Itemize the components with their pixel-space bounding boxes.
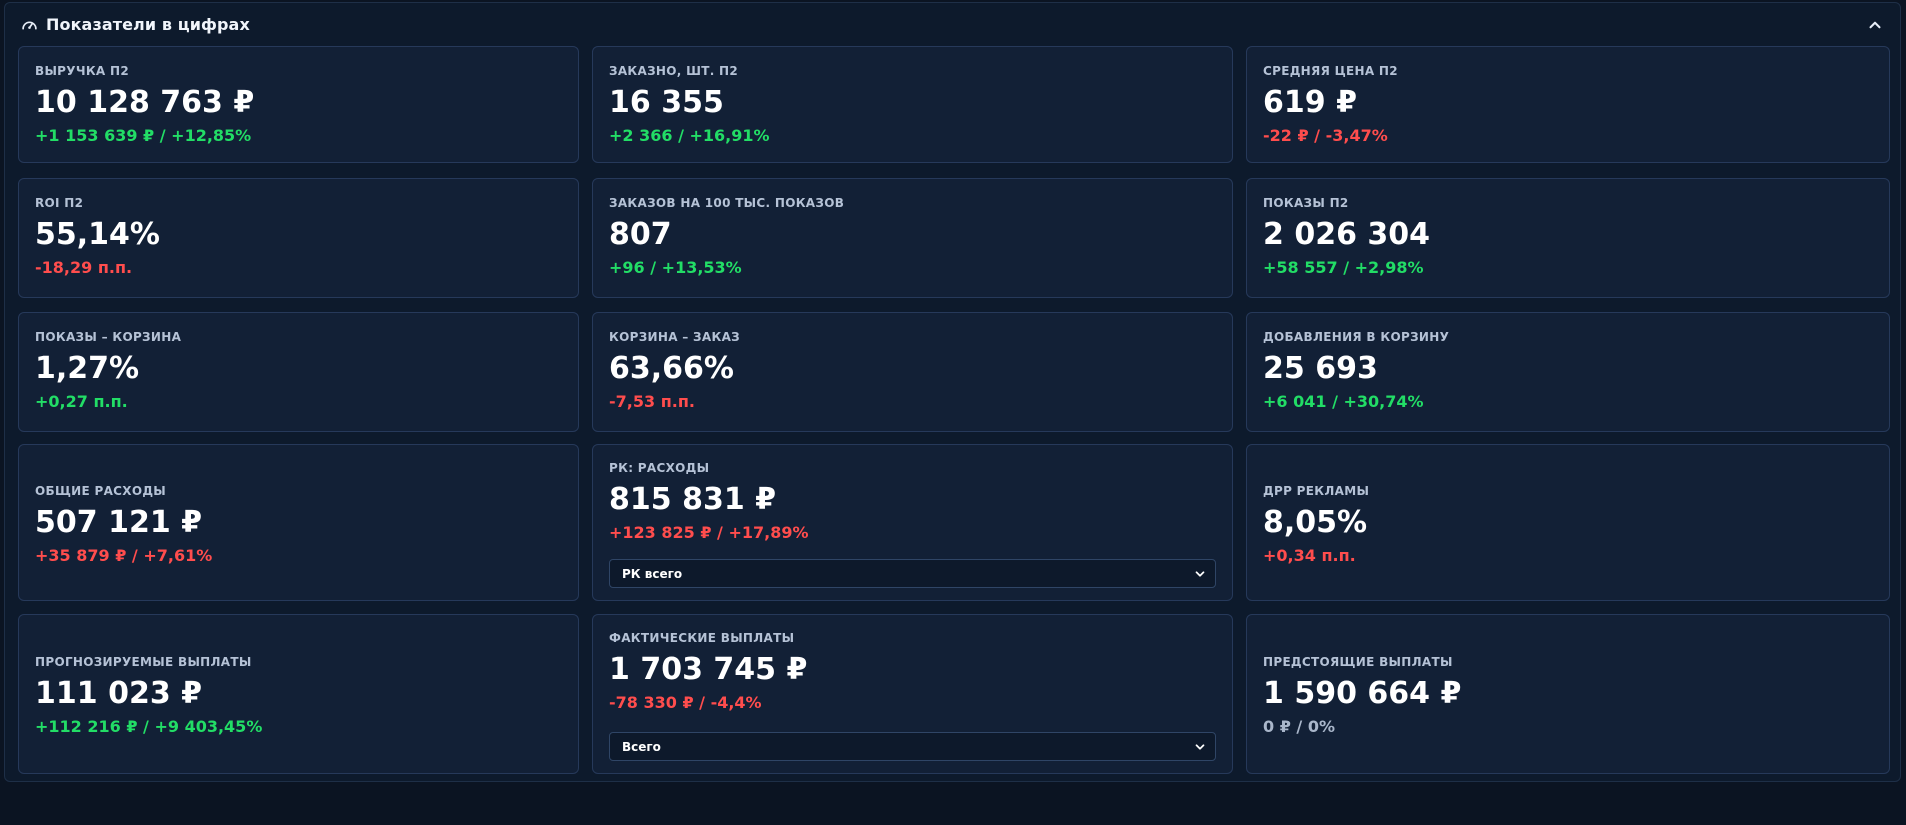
metric-delta: -22 ₽ / -3,47% [1263, 126, 1388, 145]
metric-label: ПОКАЗЫ – КОРЗИНА [35, 330, 182, 344]
metric-label: ПОКАЗЫ П2 [1263, 196, 1349, 210]
metric-card: ПРЕДСТОЯЩИЕ ВЫПЛАТЫ 1 590 664 ₽ 0 ₽ / 0% [1246, 614, 1890, 774]
metric-label: ЗАКАЗОВ НА 100 ТЫС. ПОКАЗОВ [609, 196, 845, 210]
metric-value: 111 023 ₽ [35, 676, 203, 711]
chevron-down-icon [1195, 571, 1205, 577]
metric-label: ПРЕДСТОЯЩИЕ ВЫПЛАТЫ [1263, 655, 1453, 669]
metric-delta: 0 ₽ / 0% [1263, 717, 1335, 736]
metric-label: ОБЩИЕ РАСХОДЫ [35, 484, 167, 498]
metric-filter-select[interactable]: Всего [609, 732, 1216, 761]
metric-delta: -7,53 п.п. [609, 392, 695, 411]
metric-value: 815 831 ₽ [609, 482, 777, 517]
metric-card: РК: РАСХОДЫ 815 831 ₽ +123 825 ₽ / +17,89%… [592, 444, 1233, 601]
metric-label: СРЕДНЯЯ ЦЕНА П2 [1263, 64, 1398, 78]
metric-label: ДОБАВЛЕНИЯ В КОРЗИНУ [1263, 330, 1450, 344]
metrics-panel: Показатели в цифрах ВЫРУЧКА П2 10 128 763… [4, 2, 1901, 782]
metric-card: ПОКАЗЫ – КОРЗИНА 1,27% +0,27 п.п. [18, 312, 579, 432]
metric-card: ДОБАВЛЕНИЯ В КОРЗИНУ 25 693 +6 041 / +30,7… [1246, 312, 1890, 432]
metric-delta: +0,34 п.п. [1263, 546, 1356, 565]
metric-label: ДРР РЕКЛАМЫ [1263, 484, 1370, 498]
metric-value: 507 121 ₽ [35, 505, 203, 540]
metric-value: 1 703 745 ₽ [609, 652, 808, 687]
metric-card: ВЫРУЧКА П2 10 128 763 ₽ +1 153 639 ₽ / +12… [18, 46, 579, 163]
gauge-icon [22, 21, 37, 30]
metric-label: ФАКТИЧЕСКИЕ ВЫПЛАТЫ [609, 631, 795, 645]
metric-delta: +96 / +13,53% [609, 258, 742, 277]
chevron-up-icon[interactable] [1866, 16, 1884, 34]
metric-label: ROI П2 [35, 196, 84, 210]
select-value: РК всего [622, 567, 683, 581]
metric-value: 1 590 664 ₽ [1263, 676, 1462, 711]
metric-card: ПОКАЗЫ П2 2 026 304 +58 557 / +2,98% [1246, 178, 1890, 298]
metric-label: РК: РАСХОДЫ [609, 461, 710, 475]
metric-value: 63,66% [609, 351, 734, 386]
metric-label: ПРОГНОЗИРУЕМЫЕ ВЫПЛАТЫ [35, 655, 252, 669]
metric-value: 8,05% [1263, 505, 1368, 540]
metric-delta: +58 557 / +2,98% [1263, 258, 1424, 277]
metric-card: КОРЗИНА – ЗАКАЗ 63,66% -7,53 п.п. [592, 312, 1233, 432]
metric-value: 619 ₽ [1263, 85, 1357, 120]
metric-delta: +2 366 / +16,91% [609, 126, 770, 145]
metric-card: ЗАКАЗОВ НА 100 ТЫС. ПОКАЗОВ 807 +96 / +13,… [592, 178, 1233, 298]
metric-card: ПРОГНОЗИРУЕМЫЕ ВЫПЛАТЫ 111 023 ₽ +112 216 … [18, 614, 579, 774]
metric-label: КОРЗИНА – ЗАКАЗ [609, 330, 740, 344]
metric-value: 10 128 763 ₽ [35, 85, 255, 120]
metric-card: ФАКТИЧЕСКИЕ ВЫПЛАТЫ 1 703 745 ₽ -78 330 ₽ … [592, 614, 1233, 774]
metric-card: ОБЩИЕ РАСХОДЫ 507 121 ₽ +35 879 ₽ / +7,61% [18, 444, 579, 601]
metric-delta: +6 041 / +30,74% [1263, 392, 1424, 411]
metric-value: 1,27% [35, 351, 140, 386]
metric-value: 25 693 [1263, 351, 1378, 386]
metric-delta: -18,29 п.п. [35, 258, 133, 277]
select-value: Всего [622, 740, 661, 754]
metric-value: 55,14% [35, 217, 160, 252]
panel-header: Показатели в цифрах [5, 3, 1900, 47]
metric-delta: +123 825 ₽ / +17,89% [609, 523, 809, 542]
metric-delta: +35 879 ₽ / +7,61% [35, 546, 213, 565]
metric-value: 807 [609, 217, 672, 252]
metric-filter-select[interactable]: РК всего [609, 559, 1216, 588]
metric-delta: +0,27 п.п. [35, 392, 128, 411]
metric-label: ВЫРУЧКА П2 [35, 64, 129, 78]
metric-card: СРЕДНЯЯ ЦЕНА П2 619 ₽ -22 ₽ / -3,47% [1246, 46, 1890, 163]
metric-delta: +1 153 639 ₽ / +12,85% [35, 126, 252, 145]
metric-value: 2 026 304 [1263, 217, 1431, 252]
panel-title: Показатели в цифрах [46, 15, 250, 34]
chevron-down-icon [1195, 744, 1205, 750]
metric-card: ДРР РЕКЛАМЫ 8,05% +0,34 п.п. [1246, 444, 1890, 601]
metric-value: 16 355 [609, 85, 724, 120]
metric-card: ЗАКАЗНО, ШТ. П2 16 355 +2 366 / +16,91% [592, 46, 1233, 163]
metric-label: ЗАКАЗНО, ШТ. П2 [609, 64, 739, 78]
metric-delta: +112 216 ₽ / +9 403,45% [35, 717, 263, 736]
metric-card: ROI П2 55,14% -18,29 п.п. [18, 178, 579, 298]
metric-delta: -78 330 ₽ / -4,4% [609, 693, 762, 712]
